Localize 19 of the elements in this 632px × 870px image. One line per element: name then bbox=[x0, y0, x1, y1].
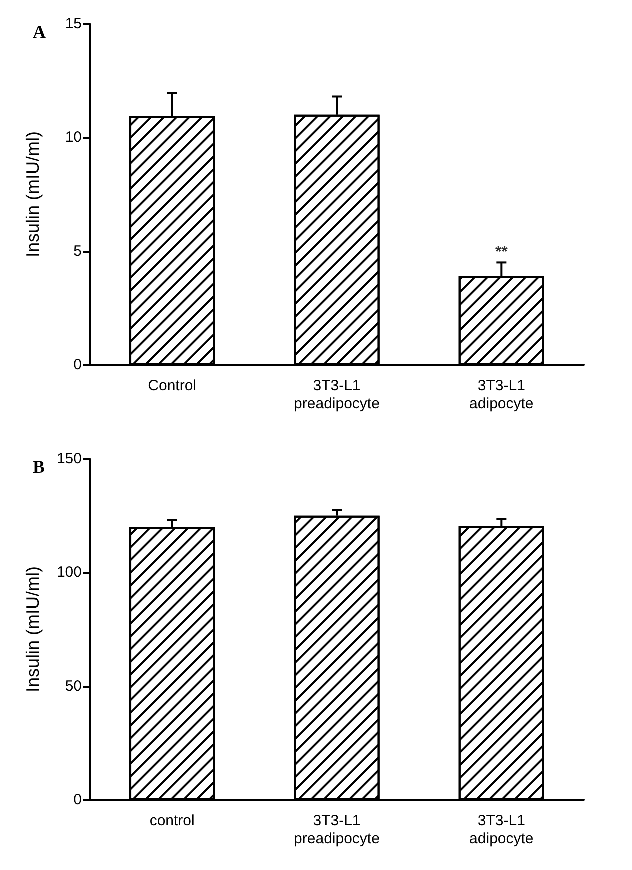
y-tick-label: 50 bbox=[65, 678, 82, 695]
x-tick-label: 3T3-L1 adipocyte bbox=[470, 812, 534, 848]
y-tick-label: 150 bbox=[56, 450, 82, 468]
chart-title: B bbox=[33, 457, 46, 477]
y-axis-title: Insulin (mIU/ml) bbox=[23, 566, 43, 693]
x-tick-label: control bbox=[150, 812, 195, 830]
chart-title: A bbox=[33, 22, 46, 42]
x-tick-label: 3T3-L1 adipocyte bbox=[470, 378, 534, 412]
y-tick-label: 100 bbox=[56, 564, 82, 582]
x-tick-label: 3T3-L1 preadipocyte bbox=[294, 378, 380, 412]
y-tick-label: 0 bbox=[74, 792, 82, 808]
y-tick-label: 10 bbox=[65, 129, 82, 146]
y-axis-title: Insulin (mIU/ml) bbox=[23, 131, 43, 258]
annotation: ** bbox=[495, 244, 509, 262]
y-tick-label: 5 bbox=[74, 242, 82, 260]
x-tick-label: Control bbox=[148, 378, 197, 394]
y-tick-label: 15 bbox=[65, 16, 82, 32]
y-tick-label: 0 bbox=[74, 356, 82, 374]
x-tick-label: 3T3-L1 preadipocyte bbox=[294, 812, 380, 848]
